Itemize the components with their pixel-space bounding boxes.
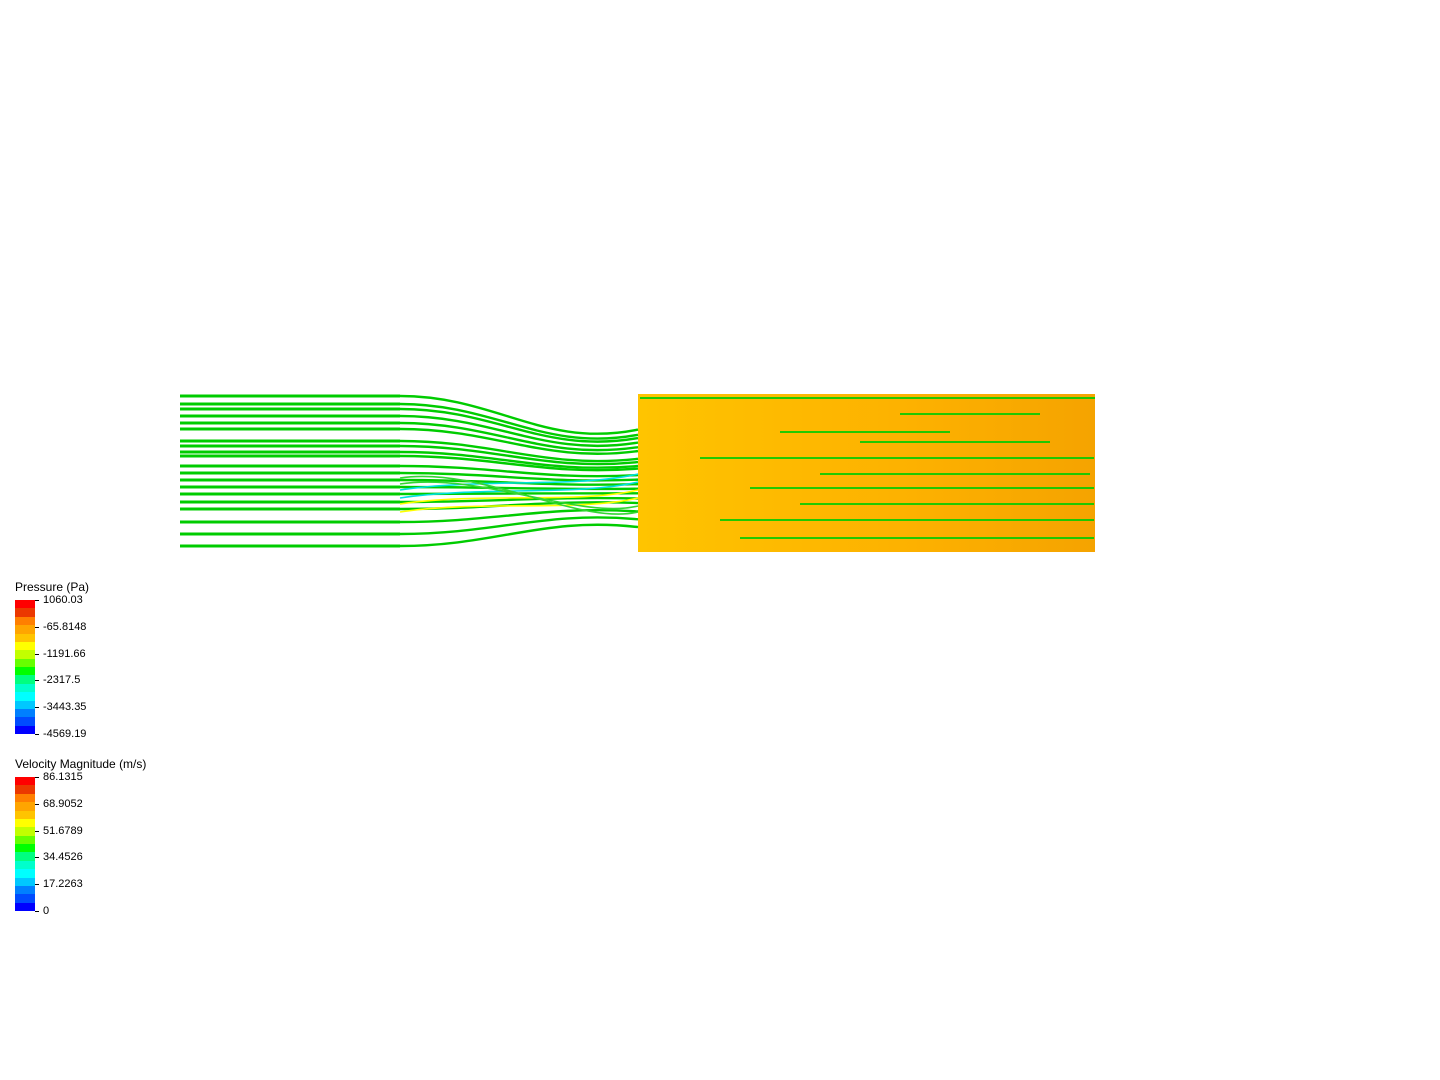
visualization-canvas: Pressure (Pa)1060.03 -65.8148 -1191.66 -231… [0, 0, 1440, 1080]
legend-tick: 1060.03 [39, 594, 83, 606]
legend-swatch [15, 903, 35, 911]
legend-swatch [15, 811, 35, 819]
legend-body: 86.131568.905251.678934.452617.22630 [15, 777, 146, 911]
legend-swatch [15, 861, 35, 869]
legend-body: 1060.03-65.8148-1191.66-2317.5-3443.35-4… [15, 600, 119, 734]
legend-swatch [15, 726, 35, 734]
legend-swatch [15, 802, 35, 810]
legend-tick-label: -3443.35 [39, 701, 86, 713]
legend-title: Pressure (Pa) [15, 580, 119, 594]
legend-tick: 0 [39, 905, 49, 917]
legend-tick-label: -65.8148 [39, 621, 86, 633]
legend-tick-label: 86.1315 [39, 771, 83, 783]
legend-tick: -4569.19 [39, 728, 86, 740]
streamline [400, 396, 638, 434]
legend-swatch [15, 625, 35, 633]
legend-swatch [15, 827, 35, 835]
legend-swatch [15, 642, 35, 650]
legend-tick: 17.2263 [39, 878, 83, 890]
legend-tick-label: 68.9052 [39, 798, 83, 810]
legend-swatch [15, 878, 35, 886]
legend-ticks: 1060.03-65.8148-1191.66-2317.5-3443.35-4… [39, 600, 119, 734]
legend-title: Velocity Magnitude (m/s) [15, 757, 146, 771]
legend-tick-label: 51.6789 [39, 825, 83, 837]
legend-tick-label: 1060.03 [39, 594, 83, 606]
legend-tick: -1191.66 [39, 648, 86, 660]
legend-colorbar [15, 600, 35, 734]
legend-tick: 51.6789 [39, 825, 83, 837]
legend-swatch [15, 777, 35, 785]
legend-swatch [15, 684, 35, 692]
legend-ticks: 86.131568.905251.678934.452617.22630 [39, 777, 119, 911]
legend-swatch [15, 886, 35, 894]
legend-swatch [15, 709, 35, 717]
legend-swatch [15, 852, 35, 860]
flow-svg [180, 394, 1095, 552]
legend-swatch [15, 600, 35, 608]
legend-swatch [15, 701, 35, 709]
legend-swatch [15, 634, 35, 642]
legend-swatch [15, 894, 35, 902]
legend-swatch [15, 659, 35, 667]
legend-swatch [15, 692, 35, 700]
legend-swatch [15, 844, 35, 852]
legend-tick-label: -1191.66 [39, 648, 86, 660]
legend-swatch [15, 650, 35, 658]
legend-pressure: Pressure (Pa)1060.03 -65.8148 -1191.66 -231… [15, 580, 119, 734]
legend-tick: 68.9052 [39, 798, 83, 810]
legend-swatch [15, 819, 35, 827]
legend-tick: -2317.5 [39, 674, 80, 686]
legend-swatch [15, 785, 35, 793]
legend-tick: 34.4526 [39, 851, 83, 863]
legend-velocity: Velocity Magnitude (m/s)86.1315 68.9052 51… [15, 757, 146, 911]
legend-swatch [15, 869, 35, 877]
legend-tick-label: -4569.19 [39, 728, 86, 740]
legend-tick: -3443.35 [39, 701, 86, 713]
legend-tick: 86.1315 [39, 771, 83, 783]
legend-swatch [15, 617, 35, 625]
legend-tick-label: 17.2263 [39, 878, 83, 890]
legend-swatch [15, 608, 35, 616]
legend-tick: -65.8148 [39, 621, 86, 633]
streamline [400, 510, 638, 522]
legend-swatch [15, 675, 35, 683]
legend-swatch [15, 667, 35, 675]
legend-colorbar [15, 777, 35, 911]
legend-tick-label: 34.4526 [39, 851, 83, 863]
flow-region [180, 394, 1095, 552]
legend-swatch [15, 836, 35, 844]
legend-tick-label: -2317.5 [39, 674, 80, 686]
legend-tick-label: 0 [39, 905, 49, 917]
pressure-field [638, 394, 1095, 552]
streamline [400, 525, 638, 546]
legend-swatch [15, 717, 35, 725]
legend-swatch [15, 794, 35, 802]
